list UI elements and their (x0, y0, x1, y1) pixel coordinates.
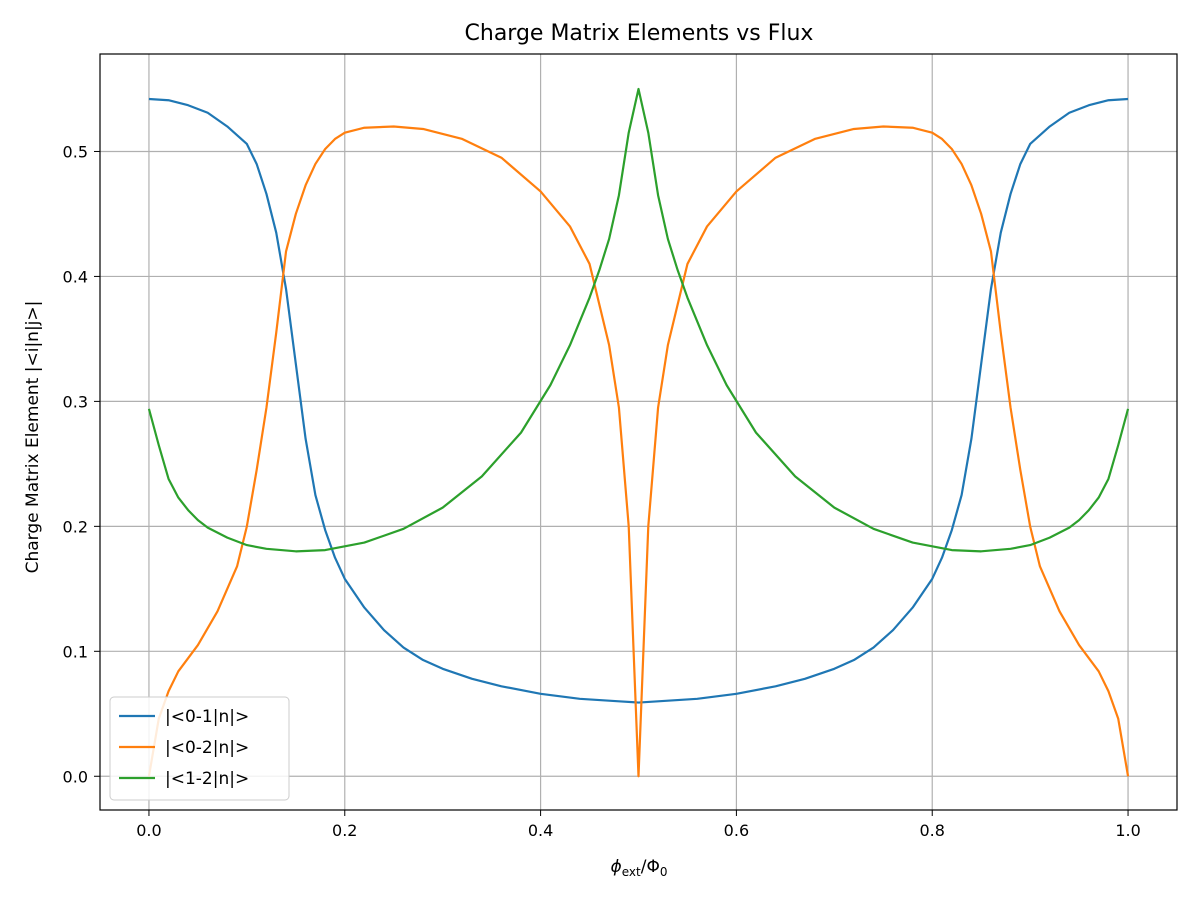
legend: |<0-1|n|> |<0-2|n|> |<1-2|n|> (109, 696, 290, 801)
x-axis-label-sub: ext (622, 865, 641, 879)
x-tick-label: 0.8 (920, 821, 945, 840)
x-tick-label: 0.2 (332, 821, 357, 840)
grid-layer (100, 54, 1177, 810)
y-tick-label: 0.4 (63, 267, 88, 286)
legend-label-1: |<0-1|n|> (165, 707, 249, 727)
tick-layer: 0.0 0.2 0.4 0.6 0.8 1.0 0.0 0.1 0.2 0.3 0.4 0.5 (63, 142, 1141, 840)
chart-title: Charge Matrix Elements vs Flux (465, 21, 814, 46)
legend-label-2: |<0-2|n|> (165, 738, 249, 758)
x-axis-label-rest: /Φ (641, 857, 660, 877)
x-axis-label-sub2: 0 (660, 865, 668, 879)
x-axis-label: ϕext/Φ0 (611, 857, 668, 879)
y-tick-label: 0.5 (63, 142, 88, 161)
legend-box (109, 696, 290, 801)
x-tick-label: 0.0 (136, 821, 161, 840)
x-axis-label-base: ϕ (611, 857, 622, 877)
series-line-3 (147, 87, 1130, 553)
x-tick-label: 1.0 (1115, 821, 1140, 840)
legend-label-3: |<1-2|n|> (165, 769, 249, 789)
plot-frame (99, 53, 1178, 811)
y-axis-label: Charge Matrix Element |<i|n|j>| (23, 301, 43, 574)
y-tick-label: 0.1 (63, 642, 88, 661)
x-tick-label: 0.4 (528, 821, 553, 840)
y-tick-label: 0.2 (63, 517, 88, 536)
y-tick-label: 0.0 (63, 767, 88, 786)
series-line-2 (147, 125, 1130, 778)
x-tick-label: 0.6 (724, 821, 749, 840)
y-tick-label: 0.3 (63, 392, 88, 411)
series-layer (147, 87, 1130, 778)
